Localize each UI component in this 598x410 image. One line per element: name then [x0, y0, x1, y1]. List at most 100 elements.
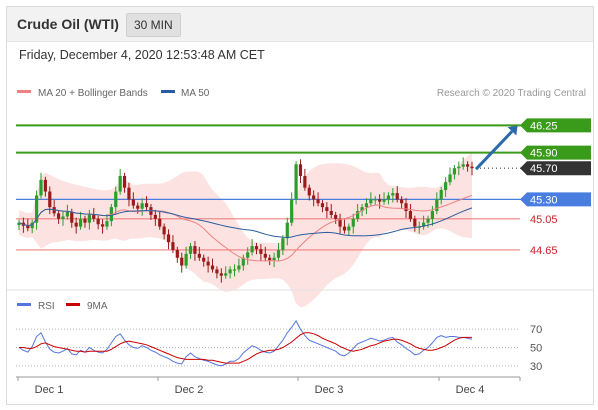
price-levels: [16, 124, 524, 251]
level-tag-45-30: [520, 192, 591, 207]
candle-up: [114, 191, 118, 208]
candle-down: [268, 257, 272, 261]
level-label-45-30: 45.30: [530, 194, 558, 206]
candle-down: [96, 218, 100, 225]
bollinger-band-area: [19, 152, 472, 308]
candle-up: [294, 164, 298, 200]
candle-down: [74, 222, 78, 227]
candle-down: [193, 246, 197, 254]
ma20-legend-label: MA 20 + Bollinger Bands: [38, 88, 148, 99]
candle-down: [259, 249, 263, 254]
candle-up: [347, 226, 351, 231]
candle-down: [180, 257, 184, 266]
level-tag-45-90: [520, 145, 591, 160]
candle-down: [83, 218, 87, 223]
candle-up: [87, 214, 91, 223]
rsi-tick-30: 30: [530, 361, 542, 373]
candle-down: [127, 187, 131, 200]
research-credit: Research © 2020 Trading Central: [437, 88, 586, 99]
candle-up: [461, 164, 465, 167]
candle-down: [210, 265, 215, 270]
candle-down: [408, 211, 413, 219]
candle-down: [307, 187, 311, 196]
level-label-44-65: 44.65: [530, 245, 558, 257]
timeframe-badge[interactable]: 30 MIN: [126, 13, 181, 37]
candle-down: [56, 213, 61, 219]
candle-down: [153, 214, 157, 219]
candle-up: [422, 222, 426, 227]
rsi-tick-50: 50: [530, 343, 542, 355]
rsi-ma-legend-label: 9MA: [87, 301, 108, 312]
candle-up: [360, 207, 364, 212]
candle-up: [457, 166, 461, 169]
candle-up: [391, 193, 395, 196]
candle-down: [254, 246, 259, 250]
candle-down: [325, 207, 329, 212]
level-label-45-05: 45.05: [530, 214, 558, 226]
candle-down: [175, 249, 179, 258]
candle-up: [232, 269, 237, 271]
candle-up: [386, 195, 391, 200]
candle-down: [52, 207, 56, 214]
candle-down: [26, 225, 30, 229]
widget-header: Crude Oil (WTI) 30 MIN: [7, 7, 593, 42]
target-arrow-shaft: [474, 130, 514, 171]
x-axis: Dec 1 Dec 2 Dec 3 Dec 4: [16, 376, 521, 396]
rsi-legend-label: RSI: [38, 301, 55, 312]
candle-down: [342, 226, 347, 231]
candle-up: [364, 203, 369, 208]
x-tick-label-dec-3: Dec 3: [315, 384, 344, 396]
candle-up: [351, 218, 355, 227]
candle-up: [435, 199, 439, 212]
rsi-legend: RSI 9MA: [17, 301, 108, 312]
rsi-legend-swatch: [17, 303, 31, 306]
candle-down: [92, 214, 96, 219]
candle-down: [329, 211, 333, 215]
candle-down: [166, 234, 171, 243]
candle-down: [470, 166, 474, 169]
candle-up: [430, 211, 435, 219]
candle-down: [219, 273, 223, 276]
candle-up: [426, 218, 430, 223]
candle-down: [48, 191, 52, 208]
candle-up: [276, 249, 281, 258]
candle-up: [250, 246, 254, 253]
candle-down: [334, 214, 338, 219]
candle-down: [144, 203, 149, 208]
ma50-legend-swatch: [161, 90, 175, 93]
candle-up: [118, 175, 122, 192]
candle-down: [320, 203, 325, 208]
candle-down: [158, 218, 162, 227]
candle-down: [131, 199, 135, 206]
candle-up: [188, 246, 193, 254]
candle-down: [43, 179, 47, 192]
candle-up: [382, 199, 386, 202]
candle-down: [100, 224, 105, 227]
candle-up: [241, 257, 245, 266]
candle-up: [444, 182, 448, 190]
candle-up: [290, 199, 294, 223]
price-legend: MA 20 + Bollinger Bands MA 50 Research ©…: [17, 88, 586, 99]
candle-up: [65, 211, 69, 217]
x-tick-label-dec-2: Dec 2: [175, 384, 204, 396]
bollinger-bands: [19, 152, 472, 308]
target-arrow-head: [507, 125, 518, 136]
candle-down: [466, 164, 470, 167]
ma20-legend-swatch: [17, 90, 31, 93]
level-tag-45-70: [520, 161, 591, 176]
candle-up: [439, 189, 443, 200]
candle-down: [202, 257, 206, 262]
candle-up: [78, 218, 83, 227]
candle-up: [369, 199, 373, 204]
candle-down: [303, 175, 307, 188]
candle-up: [61, 216, 65, 219]
candle-down: [171, 242, 175, 250]
candle-up: [184, 253, 188, 266]
candle-up: [281, 238, 285, 250]
candle-up: [272, 257, 276, 261]
candle-up: [373, 199, 377, 201]
candle-down: [395, 193, 399, 200]
candle-up: [237, 265, 241, 270]
level-label-46-25: 46.25: [530, 120, 558, 132]
